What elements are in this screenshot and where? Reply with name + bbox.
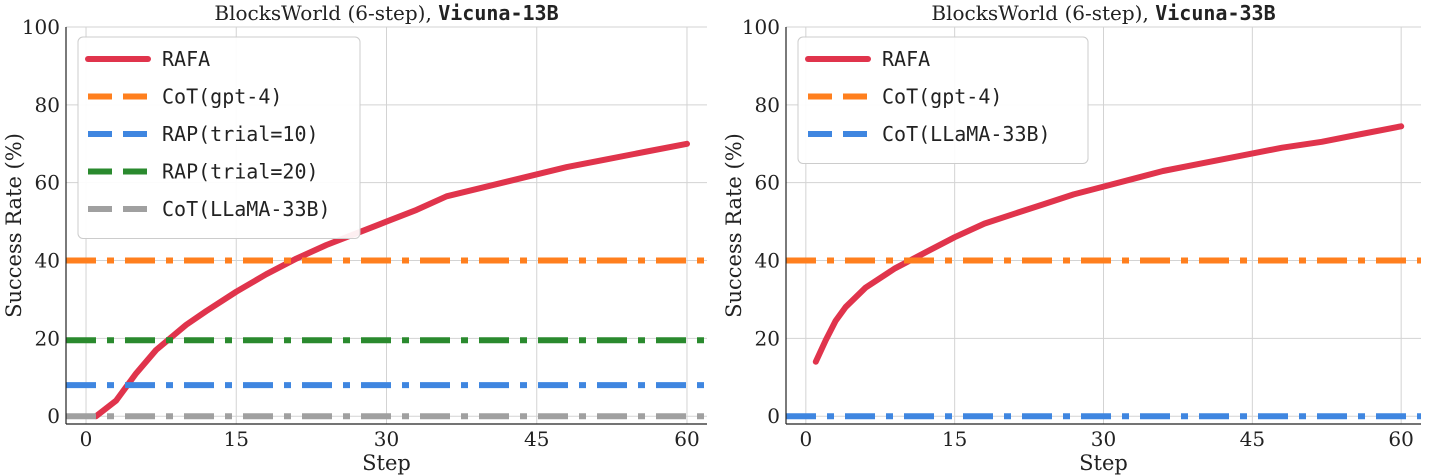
y-tick-label: 60 bbox=[755, 171, 780, 195]
y-tick-label: 60 bbox=[35, 171, 60, 195]
x-tick-label: 30 bbox=[374, 427, 399, 451]
legend-box bbox=[77, 36, 361, 239]
chart-title: BlocksWorld (6-step), Vicuna-13B bbox=[214, 1, 558, 25]
x-tick-label: 15 bbox=[224, 427, 249, 451]
x-tick-label: 0 bbox=[80, 427, 93, 451]
chart-title: BlocksWorld (6-step), Vicuna-33B bbox=[931, 1, 1275, 25]
legend-label: RAP(trial=10) bbox=[162, 122, 319, 146]
x-tick-label: 45 bbox=[524, 427, 549, 451]
y-tick-label: 20 bbox=[755, 326, 780, 350]
y-tick-label: 0 bbox=[767, 404, 780, 428]
y-axis-label: Success Rate (%) bbox=[722, 133, 746, 318]
y-tick-label: 0 bbox=[47, 404, 60, 428]
legend-label: CoT(gpt-4) bbox=[162, 85, 282, 109]
chart-title-model: Vicuna-33B bbox=[1155, 1, 1275, 25]
legend-label: CoT(LLaMA-33B) bbox=[882, 122, 1051, 146]
legend-label: RAFA bbox=[162, 47, 210, 71]
x-axis-label: Step bbox=[362, 451, 411, 475]
series-line-rafa bbox=[812, 123, 1405, 365]
series-line-rafa bbox=[93, 140, 690, 420]
y-axis-label: Success Rate (%) bbox=[2, 133, 26, 318]
y-tick-label: 40 bbox=[35, 249, 60, 273]
y-tick-label: 100 bbox=[22, 15, 60, 39]
y-tick-label: 40 bbox=[755, 249, 780, 273]
chart-panel-1: 0 20 40 60 80 100 0 15 30 45 60 BlocksWorld (6-step… bbox=[2, 1, 707, 475]
x-tick-label: 45 bbox=[1240, 427, 1265, 451]
x-tick-label: 15 bbox=[942, 427, 967, 451]
y-tick-label: 80 bbox=[35, 93, 60, 117]
y-tick-label: 80 bbox=[755, 93, 780, 117]
legend-box bbox=[797, 36, 1089, 164]
x-tick-label: 60 bbox=[674, 427, 699, 451]
chart-panel-2: 0 20 40 60 80 100 0 15 30 45 60 BlocksWorld (6-step… bbox=[722, 1, 1421, 475]
x-tick-label: 0 bbox=[799, 427, 812, 451]
legend-label: RAP(trial=20) bbox=[162, 160, 319, 184]
chart-title-model: Vicuna-13B bbox=[438, 1, 558, 25]
y-tick-label: 100 bbox=[742, 15, 780, 39]
legend-label: CoT(gpt-4) bbox=[882, 85, 1002, 109]
legend-label: RAFA bbox=[882, 47, 930, 71]
x-tick-label: 60 bbox=[1388, 427, 1413, 451]
y-tick-label: 20 bbox=[35, 326, 60, 350]
chart-title-prefix: BlocksWorld (6-step), bbox=[214, 1, 438, 25]
x-tick-label: 30 bbox=[1091, 427, 1116, 451]
legend-label: CoT(LLaMA-33B) bbox=[162, 197, 331, 221]
x-axis-label: Step bbox=[1079, 451, 1128, 475]
chart-title-prefix: BlocksWorld (6-step), bbox=[931, 1, 1155, 25]
